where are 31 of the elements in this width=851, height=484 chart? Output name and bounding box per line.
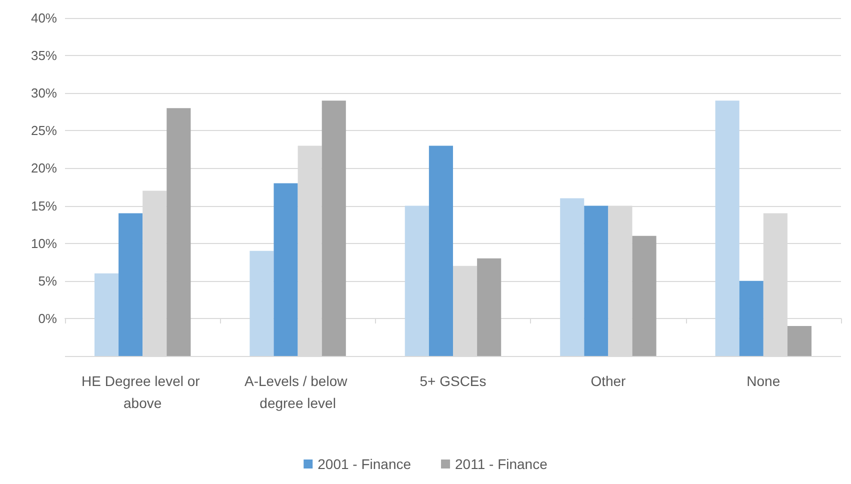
bar — [94, 273, 119, 356]
bar — [118, 213, 143, 356]
y-tick-label: 10% — [30, 236, 58, 251]
bar — [250, 250, 274, 356]
legend-label: 2011 - Finance — [455, 456, 548, 472]
x-tick-label: A-Levels / below degree level — [244, 373, 352, 411]
y-tick-label: 30% — [30, 86, 58, 101]
y-tick-label: 20% — [30, 160, 58, 176]
bar — [428, 146, 453, 356]
bar — [787, 326, 812, 356]
x-tick-label: HE Degree level or above — [82, 373, 204, 411]
bar — [477, 258, 502, 356]
y-tick-label: 40% — [30, 10, 58, 26]
x-tick-label: 5+ GSCEs — [420, 373, 486, 389]
bar — [715, 100, 740, 356]
bar — [739, 280, 764, 356]
x-tick-label: Other — [590, 373, 626, 389]
y-tick-label: 35% — [30, 48, 58, 64]
bar — [322, 100, 346, 356]
y-tick-label: 15% — [30, 198, 58, 214]
y-tick-label: 0% — [38, 310, 58, 326]
bar — [274, 183, 298, 356]
legend-label: 2001 - Finance — [318, 456, 412, 472]
y-tick-label: 5% — [38, 273, 58, 288]
bar — [404, 206, 429, 356]
bar — [632, 236, 656, 356]
bar — [166, 108, 191, 356]
x-tick-label: None — [746, 373, 780, 389]
bar — [584, 206, 608, 356]
bar — [560, 198, 584, 356]
y-tick-label: 25% — [30, 123, 58, 138]
